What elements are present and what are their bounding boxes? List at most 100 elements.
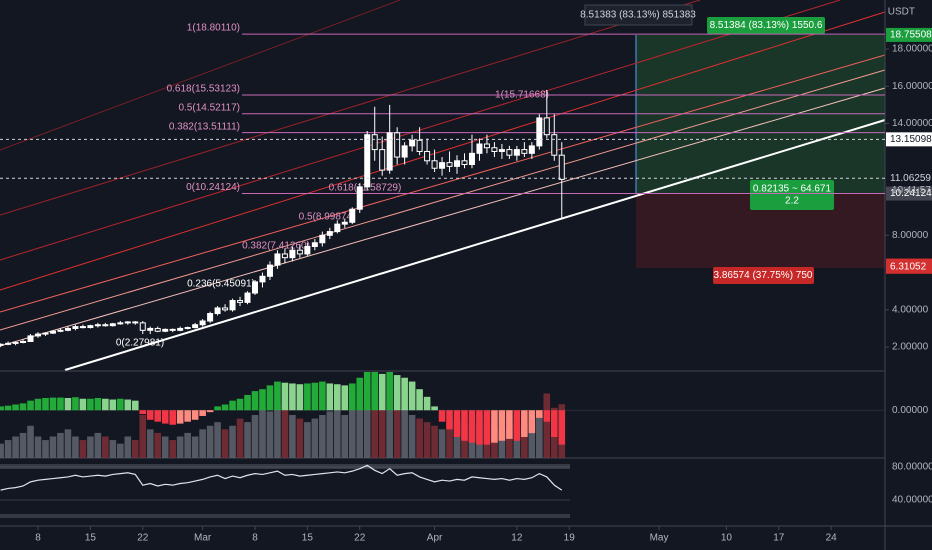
candle-body	[162, 328, 169, 332]
momentum-bar	[468, 410, 476, 443]
candle-body	[214, 307, 221, 315]
candle-body	[461, 160, 468, 166]
momentum-bar	[42, 397, 49, 411]
volume-bar	[266, 411, 274, 458]
candle-body	[356, 186, 363, 210]
y-tick-label: 80.00000	[892, 462, 932, 473]
candle-body	[341, 221, 348, 225]
candle-body	[109, 323, 116, 327]
ratio-label: 0.82135 ~ 64.671	[753, 184, 832, 195]
volume-bar	[221, 429, 229, 458]
target-label: 8.51384 (83.13%) 1550.6	[710, 20, 823, 31]
x-tick-label: 24	[826, 533, 838, 544]
volume-bar	[49, 436, 57, 458]
channel-line	[0, 87, 886, 347]
volume-bar	[251, 415, 259, 458]
volume-bar	[393, 397, 401, 458]
candle-body	[483, 143, 490, 149]
candle-body	[199, 320, 206, 326]
candle-body	[513, 149, 520, 156]
ratio-box	[750, 180, 834, 210]
volume-bar	[319, 415, 326, 458]
momentum-bar	[393, 375, 401, 411]
momentum-bar	[423, 396, 431, 411]
momentum-bar	[0, 406, 4, 411]
volume-bar	[498, 429, 506, 458]
volume-bar	[296, 418, 304, 458]
price-label: 13.15098	[890, 134, 932, 145]
momentum-bar	[229, 400, 236, 411]
volume-bar	[191, 436, 199, 458]
volume-bar	[199, 429, 206, 458]
candle-body	[551, 134, 558, 156]
candle-body	[20, 340, 27, 343]
candle-body	[394, 132, 401, 158]
momentum-bar	[333, 384, 341, 411]
candle-body	[274, 253, 281, 266]
momentum-bar	[191, 410, 199, 420]
volume-bar	[431, 425, 438, 458]
momentum-bar	[236, 398, 244, 411]
candle-body	[521, 149, 528, 154]
fib-label: 1(18.80110)	[187, 23, 240, 34]
fib-label: 0(10.24124)	[186, 182, 240, 193]
candle-body	[72, 326, 79, 329]
candle-body	[289, 249, 296, 259]
candle-body	[528, 145, 535, 154]
y-tick-label: 2.00000	[892, 342, 929, 353]
volume-bar	[0, 443, 4, 458]
candle-body	[94, 324, 101, 327]
candle-body	[57, 329, 64, 332]
momentum-bar	[169, 410, 176, 425]
momentum-bar	[244, 394, 251, 411]
price-label: 10.24124	[890, 188, 932, 199]
momentum-bar	[57, 397, 64, 411]
x-tick-label: 8	[35, 533, 41, 544]
momentum-bar	[259, 389, 266, 411]
volume-bar	[461, 425, 468, 458]
volume-bar	[536, 415, 543, 458]
candle-body	[304, 245, 311, 255]
volume-bar	[408, 415, 416, 458]
price-label-box	[886, 186, 932, 201]
volume-bar	[244, 422, 251, 458]
momentum-bar	[356, 377, 364, 411]
momentum-bar	[326, 383, 334, 411]
volume-bar	[64, 429, 72, 458]
volume-bar	[87, 436, 94, 458]
momentum-bar	[528, 410, 536, 434]
volume-bar	[236, 418, 244, 458]
momentum-bar	[506, 410, 513, 439]
volume-bar	[401, 407, 408, 458]
volume-bar	[27, 425, 34, 458]
volume-bar	[169, 440, 176, 458]
volume-bar	[371, 386, 379, 458]
fib-label: 0.5(8.99874)	[299, 212, 356, 223]
momentum-bar	[161, 410, 169, 424]
price-label: 11.06259	[890, 173, 931, 184]
x-tick-label: May	[650, 533, 669, 544]
x-tick-label: 19	[564, 533, 576, 544]
volume-bar	[274, 404, 281, 458]
candle-body	[124, 321, 131, 324]
ratio-label: 2.2	[785, 196, 799, 207]
fib-label: 0.382(7.41260)	[242, 241, 310, 252]
momentum-bar	[79, 398, 87, 411]
candle-body	[27, 335, 34, 342]
candle-body	[364, 134, 371, 188]
momentum-bar	[371, 372, 379, 411]
y-tick-label: 8.00000	[892, 230, 929, 241]
momentum-bar	[378, 373, 386, 411]
candle-body	[244, 292, 251, 303]
candle-body	[401, 145, 408, 158]
momentum-bar	[289, 383, 296, 411]
volume-bar	[304, 422, 311, 458]
candle-body	[102, 324, 109, 327]
candle-body	[147, 327, 154, 331]
candle-body	[371, 134, 378, 151]
momentum-bar	[341, 385, 349, 411]
position-info: 8.51383 (83.13%) 851383	[580, 10, 696, 21]
volume-bar	[79, 440, 87, 458]
volume-bar	[326, 411, 334, 458]
